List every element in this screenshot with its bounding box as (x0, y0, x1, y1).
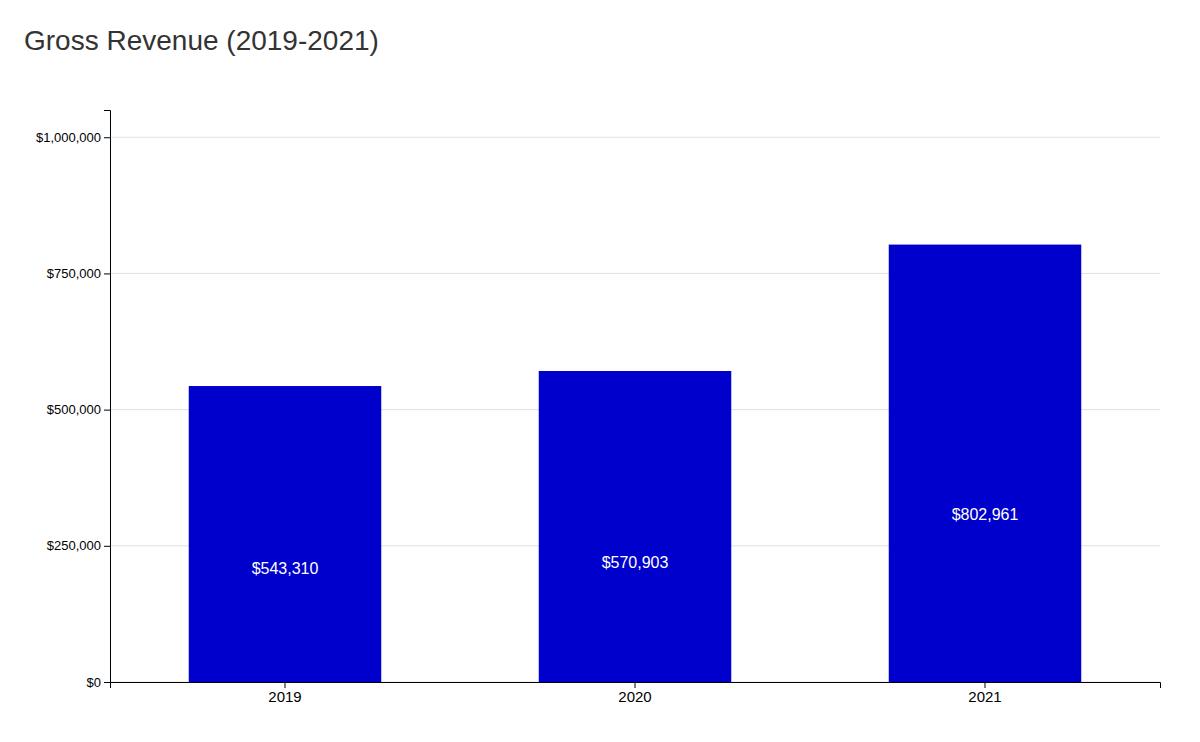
x-axis: 2019 2020 2021 (111, 682, 1161, 705)
data-label: $802,961 (952, 506, 1019, 523)
chart: Gross Revenue (2019-2021) $0 $250,000 $500,… (0, 0, 1200, 742)
x-tick-label: 2021 (968, 688, 1001, 705)
y-tick: $750,000 (47, 266, 110, 281)
y-tick-mark (104, 137, 110, 138)
bars (189, 245, 1082, 682)
y-tick: $250,000 (47, 538, 110, 553)
data-label: $570,903 (602, 554, 669, 571)
x-tick: 2021 (968, 682, 1001, 705)
y-tick: $500,000 (47, 402, 110, 417)
y-tick: $1,000,000 (36, 130, 110, 145)
y-tick-mark (104, 273, 110, 274)
plot: $0 $250,000 $500,000 $750,000 $1,000,000 2019… (36, 111, 1161, 705)
data-label: $543,310 (252, 560, 319, 577)
y-tick-mark (104, 682, 110, 683)
y-tick-label: $750,000 (47, 266, 101, 281)
y-axis: $0 $250,000 $500,000 $750,000 $1,000,000 (36, 111, 111, 690)
bar (539, 371, 732, 682)
y-tick-label: $0 (87, 675, 101, 690)
data-labels: $543,310 $570,903 $802,961 (252, 506, 1019, 577)
x-tick-label: 2020 (618, 688, 651, 705)
x-tick: 2019 (268, 682, 301, 705)
y-tick: $0 (87, 675, 110, 690)
y-tick-label: $1,000,000 (36, 130, 101, 145)
title: Gross Revenue (2019-2021) (24, 25, 379, 56)
x-tick: 2020 (618, 682, 651, 705)
y-tick-mark (104, 546, 110, 547)
bar (889, 245, 1082, 682)
y-tick-label: $500,000 (47, 402, 101, 417)
y-tick-mark (104, 410, 110, 411)
grid-line (110, 137, 1160, 138)
x-tick-label: 2019 (268, 688, 301, 705)
bar (189, 386, 382, 682)
y-tick-label: $250,000 (47, 538, 101, 553)
grid (110, 137, 1160, 682)
y-axis-line (104, 111, 111, 683)
